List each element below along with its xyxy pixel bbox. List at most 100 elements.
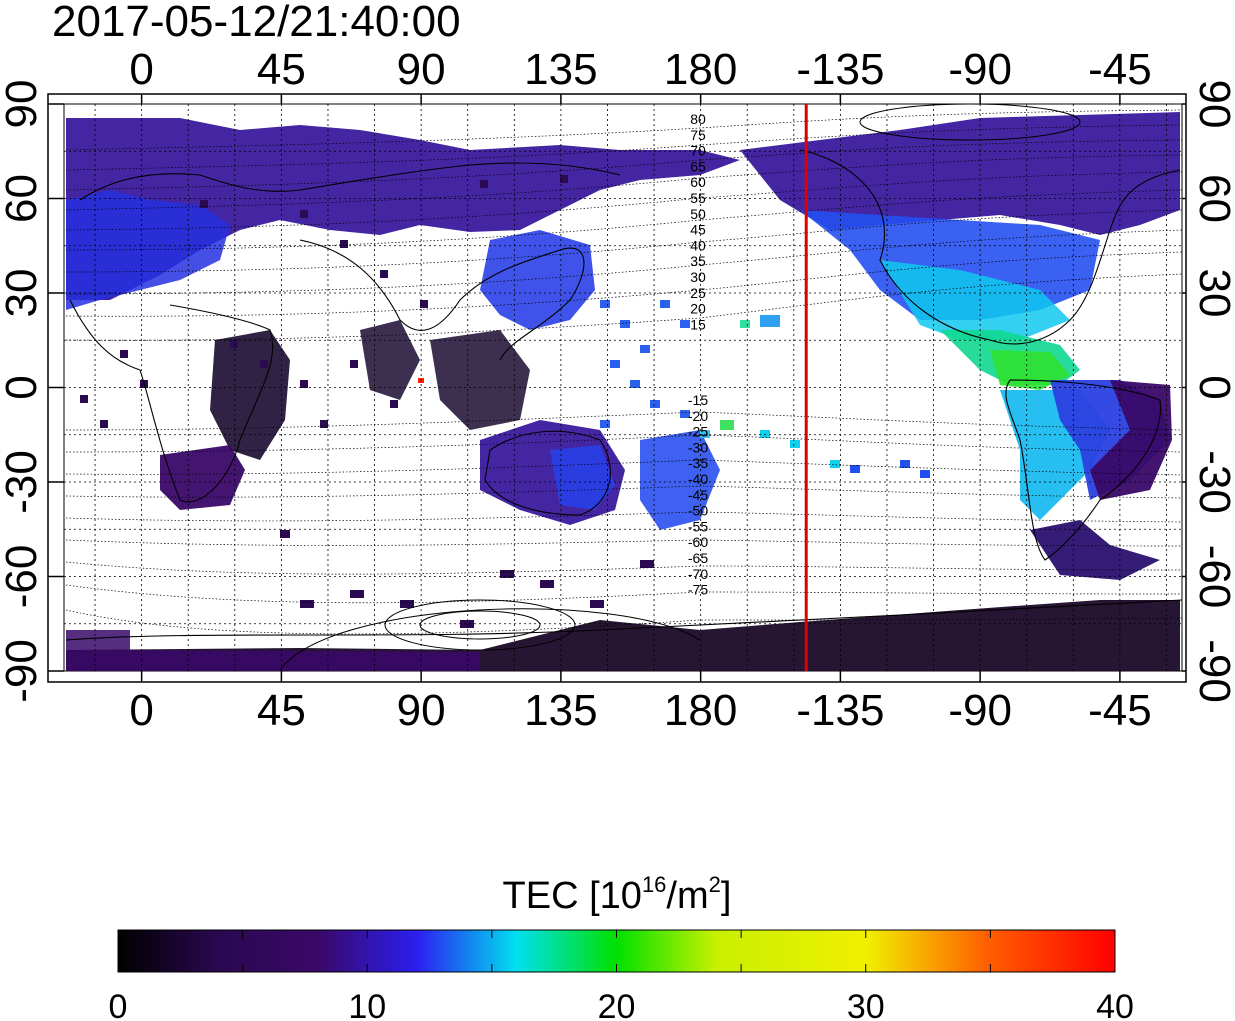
contour-label: 25 bbox=[690, 285, 706, 301]
contour-label: 60 bbox=[690, 174, 706, 190]
timestamp: 2017-05-12/21:40:00 bbox=[52, 0, 461, 46]
bottom-axis-label: 0 bbox=[129, 686, 153, 735]
bottom-axis-label: 135 bbox=[524, 686, 597, 735]
axis-tickmarks bbox=[48, 94, 1186, 682]
contour-label: -45 bbox=[688, 487, 708, 503]
coast-antarctica bbox=[65, 599, 1182, 641]
top-axis-label: 180 bbox=[664, 45, 737, 94]
colorbar-ticks: 0 10 20 30 40 bbox=[109, 930, 1134, 1021]
bottom-axis-label: 90 bbox=[397, 686, 446, 735]
colorbar: TEC [1016/m2] 0 10 20 30 40 bbox=[109, 872, 1134, 1021]
contour-label: 50 bbox=[690, 206, 706, 222]
top-axis-label: 45 bbox=[257, 45, 306, 94]
contour-label: -50 bbox=[688, 503, 708, 519]
right-axis-labels: 90 60 30 0 -30 -60 -90 bbox=[1190, 80, 1235, 703]
magnetic-contours bbox=[65, 109, 1182, 635]
coast-north-america bbox=[799, 149, 1181, 345]
left-axis-label: 60 bbox=[0, 174, 46, 223]
colorbar-tick-label: 40 bbox=[1096, 988, 1134, 1021]
contour-label: 40 bbox=[690, 237, 706, 253]
tec-scatter-points-dark bbox=[80, 175, 654, 628]
tec-region-new-zealand bbox=[640, 430, 720, 530]
colorbar-tick-label: 20 bbox=[598, 988, 636, 1021]
colorbar-tick-label: 30 bbox=[847, 988, 885, 1021]
colorbar-tick-label: 10 bbox=[348, 988, 386, 1021]
right-axis-label: -30 bbox=[1190, 450, 1235, 514]
contour-label: 15 bbox=[690, 316, 706, 332]
bottom-axis-label: -45 bbox=[1088, 686, 1152, 735]
left-axis-label: -90 bbox=[0, 639, 46, 703]
top-axis-label: -90 bbox=[948, 45, 1012, 94]
tec-region-south-america-south bbox=[1030, 520, 1160, 580]
contour-label: -75 bbox=[688, 582, 708, 598]
tec-region-antarctic-purple bbox=[66, 650, 480, 671]
colorbar-title-sup2: 2 bbox=[709, 872, 721, 897]
contour-label: 75 bbox=[690, 127, 706, 143]
right-axis-label: -60 bbox=[1190, 545, 1235, 609]
contour-label: -40 bbox=[688, 471, 708, 487]
left-axis-label: 30 bbox=[0, 269, 46, 318]
contour-label: 70 bbox=[690, 143, 706, 159]
contour-label: -70 bbox=[688, 566, 708, 582]
bottom-axis-label: 180 bbox=[664, 686, 737, 735]
colorbar-title: TEC [1016/m2] bbox=[503, 872, 732, 917]
coastlines bbox=[65, 149, 1182, 641]
colorbar-tick-label: 0 bbox=[109, 988, 128, 1021]
colorbar-title-end: ] bbox=[721, 875, 732, 917]
right-axis-label: 60 bbox=[1190, 174, 1235, 223]
colorbar-title-main: TEC [10 bbox=[503, 875, 642, 917]
contour-label: -55 bbox=[688, 518, 708, 534]
left-axis-label: -30 bbox=[0, 450, 46, 514]
colorbar-title-sup1: 16 bbox=[642, 872, 666, 897]
left-axis-labels: 90 60 30 0 -30 -60 -90 bbox=[0, 80, 46, 703]
contour-label: 80 bbox=[690, 111, 706, 127]
contour-label: 65 bbox=[690, 158, 706, 174]
contour-label: -15 bbox=[688, 392, 708, 408]
tec-region-north-america-north bbox=[740, 112, 1180, 235]
contour-label: 30 bbox=[690, 269, 706, 285]
right-axis-label: 90 bbox=[1190, 80, 1235, 129]
tec-region-east-asia bbox=[480, 230, 595, 330]
contour-label: -35 bbox=[688, 455, 708, 471]
top-axis-labels: 0 45 90 135 180 -135 -90 -45 bbox=[129, 45, 1151, 94]
contour-label: 45 bbox=[690, 222, 706, 238]
contour-label: 55 bbox=[690, 190, 706, 206]
tec-region-southern-ocean bbox=[66, 630, 130, 650]
left-axis-label: 90 bbox=[0, 80, 46, 129]
magnetic-pole-ovals bbox=[279, 104, 1081, 671]
contour-label: -20 bbox=[688, 408, 708, 424]
top-axis-label: -135 bbox=[796, 45, 884, 94]
coast-asia bbox=[299, 239, 585, 361]
contour-label: 35 bbox=[690, 253, 706, 269]
coast-south-america bbox=[1005, 379, 1161, 561]
bottom-axis-labels: 0 45 90 135 180 -135 -90 -45 bbox=[129, 686, 1151, 735]
left-axis-label: -60 bbox=[0, 545, 46, 609]
right-axis-label: -90 bbox=[1190, 639, 1235, 703]
right-axis-label: 30 bbox=[1190, 269, 1235, 318]
tec-region-australia-blue bbox=[550, 445, 615, 510]
coast-africa bbox=[69, 299, 274, 503]
tec-region-south-africa bbox=[160, 445, 245, 510]
map-grid bbox=[64, 104, 1182, 671]
contour-label: -30 bbox=[688, 439, 708, 455]
tec-region-se-asia bbox=[430, 330, 530, 430]
contour-label: -65 bbox=[688, 550, 708, 566]
top-axis-label: 135 bbox=[524, 45, 597, 94]
colorbar-title-mid: /m bbox=[666, 875, 708, 917]
bottom-axis-label: -90 bbox=[948, 686, 1012, 735]
bottom-axis-label: -135 bbox=[796, 686, 884, 735]
tec-region-europe-blue bbox=[66, 190, 230, 310]
top-axis-label: 90 bbox=[397, 45, 446, 94]
left-axis-label: 0 bbox=[0, 375, 46, 399]
top-axis-label: 0 bbox=[129, 45, 153, 94]
contour-label: -25 bbox=[688, 424, 708, 440]
tec-region-eurasia bbox=[66, 118, 740, 300]
top-axis-label: -45 bbox=[1088, 45, 1152, 94]
tec-region-north-america-cyan bbox=[880, 260, 1070, 340]
coast-australia bbox=[484, 430, 611, 516]
tec-region-south-america-dark bbox=[1090, 380, 1172, 500]
coast-europe bbox=[79, 162, 621, 201]
bottom-axis-label: 45 bbox=[257, 686, 306, 735]
